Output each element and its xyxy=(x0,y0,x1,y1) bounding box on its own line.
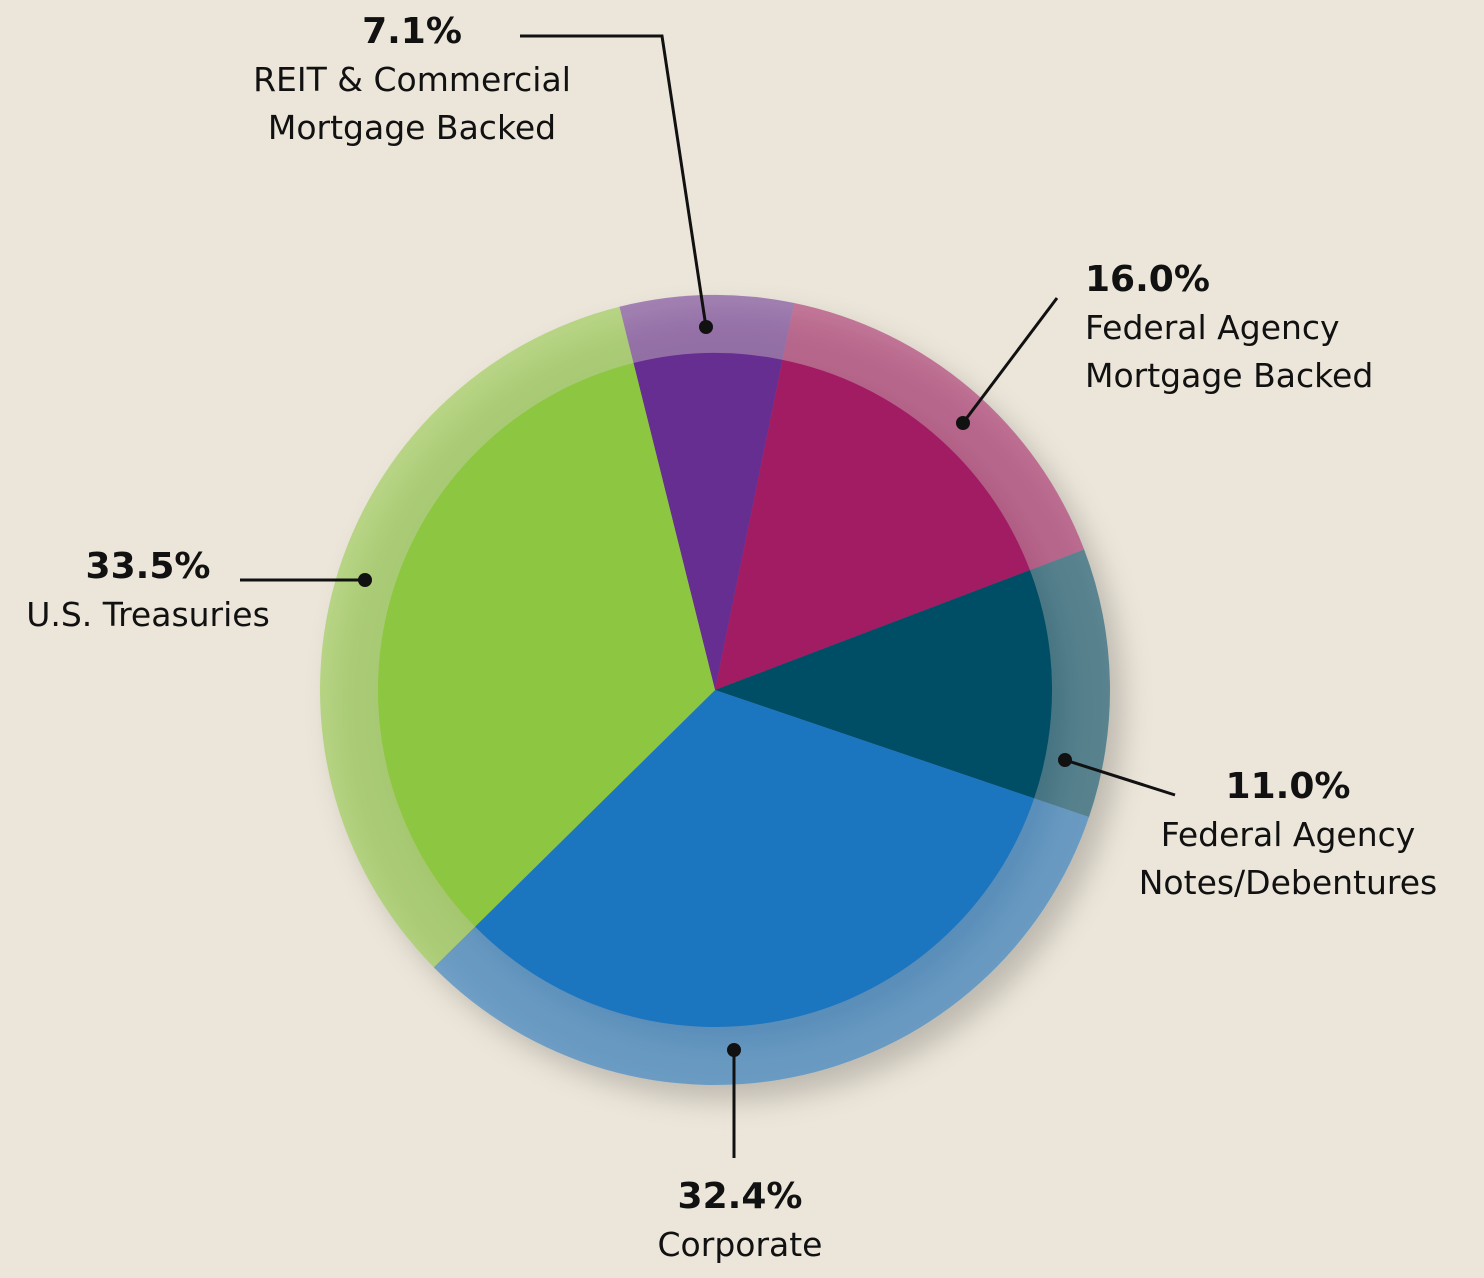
category-label: Federal Agency Notes/Debentures xyxy=(1138,815,1438,902)
slice-core xyxy=(378,363,715,927)
leader-line xyxy=(961,297,1059,424)
pie xyxy=(320,295,1110,1085)
leader-dot xyxy=(1058,753,1072,767)
slice-label: 16.0% Federal Agency Mortgage Backed xyxy=(1085,256,1465,400)
leader-dot xyxy=(956,416,970,430)
slice xyxy=(715,549,1110,818)
value-label: 33.5% xyxy=(85,546,211,587)
slice-core xyxy=(633,353,783,690)
leader-line xyxy=(1064,758,1176,797)
slice xyxy=(619,295,795,690)
category-label: REIT & Commercial Mortgage Backed xyxy=(253,60,571,147)
value-label: 16.0% xyxy=(1085,259,1210,300)
leader-dot xyxy=(727,1043,741,1057)
slice-label: 7.1% REIT & Commercial Mortgage Backed xyxy=(222,8,602,152)
category-label: Corporate xyxy=(657,1225,823,1264)
slice-core xyxy=(715,359,1030,690)
leader-line xyxy=(520,34,708,328)
category-label: Federal Agency Mortgage Backed xyxy=(1085,308,1374,395)
leader-dot xyxy=(699,320,713,334)
value-label: 7.1% xyxy=(362,11,462,52)
slice-core xyxy=(715,570,1052,799)
leader-dot xyxy=(358,573,372,587)
leaders xyxy=(240,34,1176,1158)
slice xyxy=(715,303,1085,690)
slice-label: 33.5% U.S. Treasuries xyxy=(0,543,338,639)
slice xyxy=(320,306,715,968)
slice xyxy=(433,690,1090,1085)
slice-label: 32.4% Corporate xyxy=(550,1173,930,1269)
category-label: U.S. Treasuries xyxy=(26,595,270,634)
value-label: 11.0% xyxy=(1225,766,1351,807)
slice-label: 11.0% Federal Agency Notes/Debentures xyxy=(1098,763,1478,907)
slice-core xyxy=(475,690,1035,1027)
value-label: 32.4% xyxy=(677,1176,803,1217)
